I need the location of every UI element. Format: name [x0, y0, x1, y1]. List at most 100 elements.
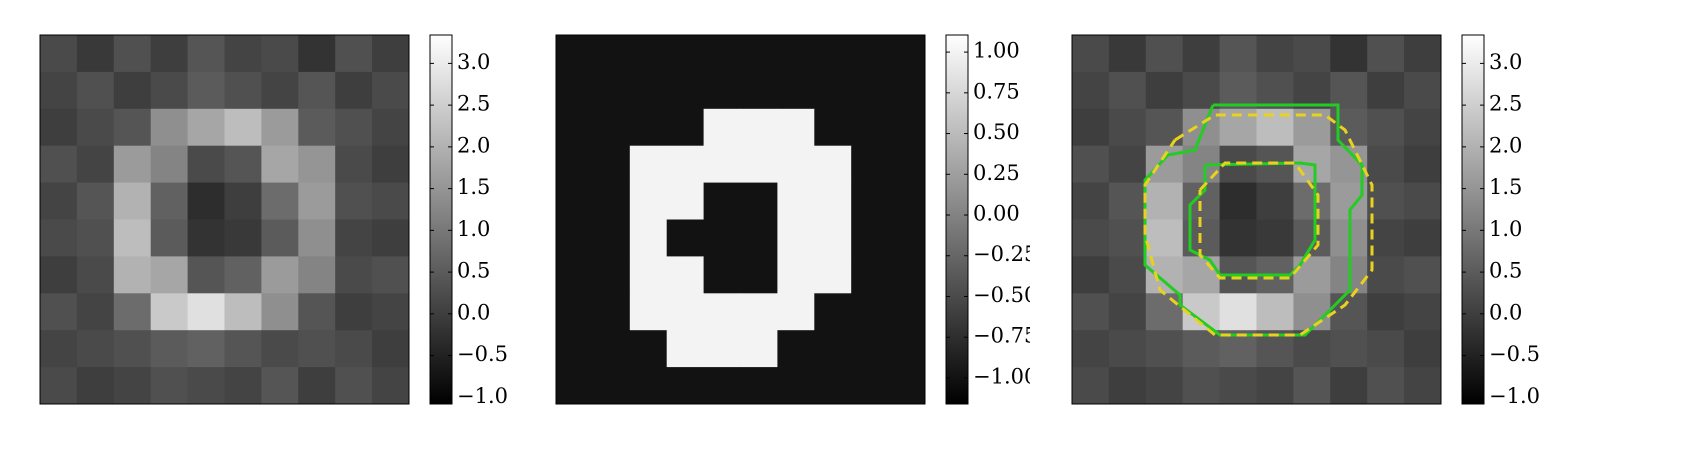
heatmap-cell [224, 145, 262, 184]
heatmap-cell [629, 293, 668, 331]
heatmap-cell [113, 71, 152, 110]
heatmap-cell [372, 145, 410, 184]
heatmap-cell [1256, 367, 1294, 405]
heatmap-cell [666, 219, 705, 257]
heatmap-cell [372, 293, 410, 331]
heatmap-cell [113, 293, 152, 331]
heatmap-cell [1256, 182, 1294, 220]
heatmap-cell [261, 256, 299, 294]
colorbar-tick-label: 1.5 [1489, 175, 1522, 199]
heatmap-cell [740, 293, 778, 331]
heatmap-cell [1219, 219, 1257, 257]
heatmap-cell [703, 256, 741, 294]
heatmap-cell [298, 330, 336, 368]
heatmap-cell [666, 108, 705, 147]
colorbar-tick-label: 3.0 [1489, 50, 1522, 74]
heatmap-cell [1108, 330, 1147, 368]
heatmap-cell [629, 367, 668, 405]
heatmap-cell [777, 256, 815, 294]
heatmap-cell [113, 182, 152, 220]
heatmap-cell [592, 145, 631, 184]
heatmap-cell [629, 256, 668, 294]
heatmap-cell [1367, 367, 1405, 405]
heatmap-cell [777, 219, 815, 257]
heatmap-cell [629, 145, 668, 184]
heatmap-cell [187, 145, 225, 184]
heatmap-cell [1072, 293, 1110, 331]
heatmap-cell [150, 35, 189, 73]
heatmap-cell [592, 71, 631, 110]
colorbar-tick-label: 1.0 [1489, 217, 1522, 241]
heatmap-cell [335, 219, 373, 257]
heatmap-cell [1404, 35, 1442, 73]
heatmap-cell [1072, 256, 1110, 294]
heatmap-cell [40, 182, 78, 220]
heatmap-cell [703, 182, 741, 220]
heatmap-cell [592, 256, 631, 294]
heatmap-cell [113, 367, 152, 405]
heatmap-cell [224, 182, 262, 220]
colorbar-tick-label: −1.0 [457, 384, 508, 408]
heatmap-cell [298, 182, 336, 220]
heatmap-cell [40, 367, 78, 405]
heatmap-cell [1330, 330, 1368, 368]
heatmap-cell [261, 35, 299, 73]
heatmap-cell [888, 256, 926, 294]
heatmap-cell [592, 293, 631, 331]
heatmap-cell [777, 71, 815, 110]
heatmap-cell [261, 145, 299, 184]
heatmap-cell [592, 219, 631, 257]
heatmap-cell [592, 108, 631, 147]
heatmap-cell [76, 71, 115, 110]
colorbar [945, 34, 969, 405]
heatmap-cell [556, 219, 594, 257]
heatmap-cell [372, 35, 410, 73]
heatmap-cell [888, 182, 926, 220]
heatmap-cell [261, 108, 299, 147]
heatmap-cell [1219, 367, 1257, 405]
heatmap-cell [814, 256, 852, 294]
heatmap-cell [224, 367, 262, 405]
heatmap-cell [335, 367, 373, 405]
heatmap-cell [666, 35, 705, 73]
heatmap-cell [851, 35, 889, 73]
heatmap-cell [629, 108, 668, 147]
heatmap-cell [1108, 256, 1147, 294]
colorbar-labels: 1.00 0.75 0.50 0.25 0.00 −0.25 −0.50 −0.75 −1.00 [973, 39, 1037, 389]
heatmap-cell [40, 35, 78, 73]
heatmap-cell [187, 108, 225, 147]
heatmap-cell [1182, 35, 1221, 73]
heatmap-cell [814, 108, 852, 147]
heatmap-cell [1404, 367, 1442, 405]
heatmap-cell [1145, 108, 1184, 147]
heatmap-cell [851, 145, 889, 184]
heatmap-cell [224, 108, 262, 147]
heatmap-cell [76, 367, 115, 405]
heatmap-cell [1330, 367, 1368, 405]
heatmap-cell [1330, 35, 1368, 73]
colorbar [429, 34, 453, 405]
heatmap-cell [666, 256, 705, 294]
heatmap-cell [777, 108, 815, 147]
heatmap-cell [888, 219, 926, 257]
heatmap-cell [666, 71, 705, 110]
heatmap-cell [1404, 71, 1442, 110]
heatmap-cell [888, 145, 926, 184]
heatmap-cell [261, 182, 299, 220]
heatmap-cell [814, 219, 852, 257]
heatmap-cell [150, 367, 189, 405]
heatmap-cell [76, 330, 115, 368]
heatmap-cell [1145, 71, 1184, 110]
heatmap-cell [113, 330, 152, 368]
heatmap-cell [187, 293, 225, 331]
heatmap-cell [1145, 145, 1184, 184]
heatmap-cell [40, 71, 78, 110]
heatmap-cell [888, 330, 926, 368]
colorbar-tick-label: −0.75 [973, 324, 1037, 348]
heatmap-cell [740, 367, 778, 405]
heatmap-cell [740, 219, 778, 257]
heatmap-cell [814, 35, 852, 73]
heatmap-cell [814, 182, 852, 220]
heatmap-cell [335, 330, 373, 368]
contours [1143, 103, 1374, 337]
